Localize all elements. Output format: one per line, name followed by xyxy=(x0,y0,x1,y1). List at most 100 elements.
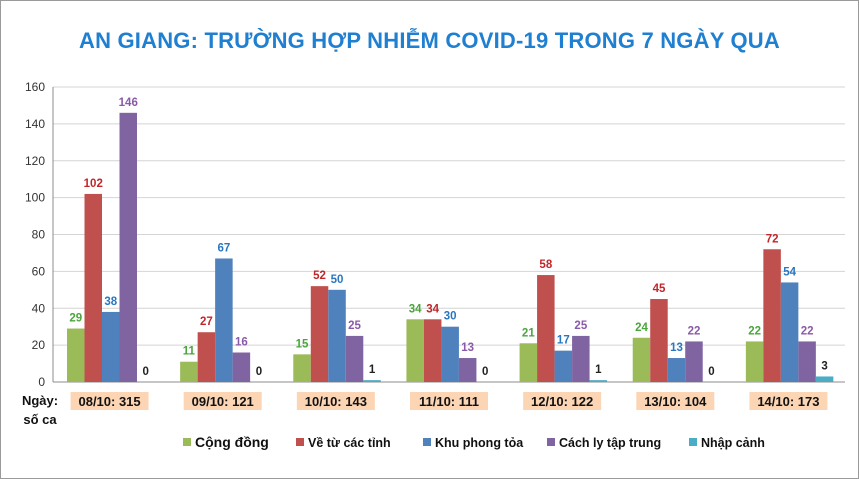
x-tick-label: 12/10: 122 xyxy=(531,394,593,409)
bar xyxy=(215,258,233,382)
data-label: 72 xyxy=(766,233,779,245)
bar xyxy=(84,193,102,382)
bar xyxy=(406,319,424,382)
data-label: 16 xyxy=(235,337,248,349)
y-tick-label: 60 xyxy=(32,264,46,278)
bar xyxy=(554,350,573,382)
data-label: 22 xyxy=(748,325,761,337)
category-label-bg xyxy=(183,392,262,410)
bar xyxy=(441,326,459,382)
bar xyxy=(780,282,799,382)
bar xyxy=(363,380,381,382)
row-header-line: số ca xyxy=(23,412,57,427)
x-tick-label: 13/10: 104 xyxy=(644,394,707,409)
data-label: 146 xyxy=(119,97,138,109)
data-label: 45 xyxy=(653,283,666,295)
y-tick-label: 80 xyxy=(32,228,46,242)
data-label: 34 xyxy=(409,303,422,315)
bar xyxy=(180,361,198,382)
x-tick-label: 11/10: 111 xyxy=(419,394,479,409)
bar xyxy=(119,112,137,382)
data-label: 15 xyxy=(296,338,309,350)
data-label: 30 xyxy=(444,311,457,323)
data-label: 52 xyxy=(313,270,326,282)
legend-swatch xyxy=(296,438,304,446)
bar xyxy=(67,328,85,382)
data-label: 21 xyxy=(522,327,535,339)
data-label: 50 xyxy=(331,274,344,286)
category-label-bg xyxy=(636,392,715,410)
legend-swatch xyxy=(689,438,697,446)
data-label: 17 xyxy=(557,335,570,347)
bar xyxy=(345,335,364,382)
y-tick-label: 40 xyxy=(32,301,46,315)
legend-label: Khu phong tỏa xyxy=(435,436,524,450)
category-label-bg xyxy=(523,392,602,410)
data-label: 102 xyxy=(84,178,103,190)
bar xyxy=(798,341,816,382)
legend-swatch xyxy=(423,438,431,446)
bar xyxy=(328,289,346,382)
category-label-bg xyxy=(70,392,149,410)
data-label: 1 xyxy=(595,364,602,376)
chart-title: AN GIANG: TRƯỜNG HỢP NHIỄM COVID-19 TRON… xyxy=(79,28,780,53)
data-label: 13 xyxy=(670,342,683,354)
data-label: 24 xyxy=(635,322,648,334)
bar xyxy=(519,343,538,382)
legend-label: Nhập cảnh xyxy=(701,436,765,450)
bar xyxy=(667,358,686,382)
data-label: 25 xyxy=(574,320,587,332)
data-label: 13 xyxy=(461,342,474,354)
data-label: 54 xyxy=(783,266,796,278)
bar xyxy=(572,335,590,382)
data-label: 0 xyxy=(143,366,149,378)
data-label: 29 xyxy=(69,313,82,325)
data-label: 67 xyxy=(217,242,230,254)
y-tick-label: 0 xyxy=(38,375,45,389)
bar xyxy=(197,332,216,382)
y-tick-label: 160 xyxy=(25,80,45,94)
data-label: 22 xyxy=(801,325,814,337)
legend-label: Về từ các tỉnh xyxy=(308,436,391,450)
legend-swatch xyxy=(183,438,191,446)
bar xyxy=(537,275,555,382)
bar xyxy=(763,249,781,382)
category-label-bg xyxy=(410,392,488,410)
data-label: 58 xyxy=(539,259,552,271)
data-label: 25 xyxy=(348,320,361,332)
data-label: 1 xyxy=(369,364,376,376)
x-tick-label: 09/10: 121 xyxy=(192,394,254,409)
x-tick-label: 14/10: 173 xyxy=(757,394,819,409)
bar xyxy=(745,341,764,382)
row-header-line: Ngày: xyxy=(22,393,58,408)
data-label: 0 xyxy=(708,366,714,378)
y-tick-label: 120 xyxy=(25,154,45,168)
bar xyxy=(293,354,311,382)
bar xyxy=(232,352,251,382)
bar xyxy=(650,299,668,382)
bar xyxy=(815,376,834,382)
bar xyxy=(423,319,442,382)
y-tick-label: 20 xyxy=(32,338,46,352)
bar xyxy=(589,380,608,382)
legend-swatch xyxy=(547,438,555,446)
bar xyxy=(102,311,120,382)
x-tick-label: 10/10: 143 xyxy=(305,394,367,409)
category-label-bg xyxy=(749,392,828,410)
data-label: 0 xyxy=(256,366,262,378)
data-label: 0 xyxy=(482,366,488,378)
y-tick-label: 140 xyxy=(25,117,45,131)
category-label-bg xyxy=(296,392,375,410)
data-label: 38 xyxy=(104,296,117,308)
legend-label: Cách ly tập trung xyxy=(559,436,661,450)
legend-label: Cộng đồng xyxy=(195,434,269,450)
y-tick-label: 100 xyxy=(25,191,45,205)
bar xyxy=(310,286,329,382)
data-label: 34 xyxy=(426,303,439,315)
data-label: 3 xyxy=(821,360,827,372)
x-tick-label: 08/10: 315 xyxy=(78,394,140,409)
data-label: 11 xyxy=(183,346,196,358)
data-label: 27 xyxy=(200,316,213,328)
data-label: 22 xyxy=(688,325,701,337)
